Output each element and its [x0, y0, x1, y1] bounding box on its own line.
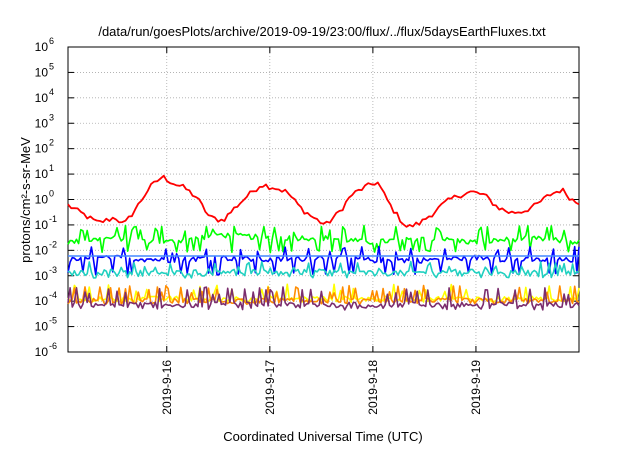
- series-line-8: [67, 286, 580, 311]
- x-tick-label: 2019-9-18: [366, 360, 380, 415]
- y-tick-exponent: -5: [49, 316, 57, 326]
- y-tick-label: 10: [35, 142, 49, 156]
- y-tick-exponent: -3: [49, 265, 57, 275]
- y-tick-exponent: 5: [49, 61, 54, 71]
- y-tick-label: 10: [35, 345, 49, 359]
- y-tick-exponent: 0: [49, 189, 54, 199]
- y-tick-exponent: -6: [49, 341, 57, 351]
- y-tick-exponent: 6: [49, 36, 54, 46]
- y-axis-label: protons/cm²-s-sr-MeV: [18, 137, 33, 263]
- series-line-3: [67, 245, 580, 276]
- grid-lines: [68, 47, 579, 352]
- series-line-6: [67, 283, 580, 303]
- y-tick-label: 10: [35, 91, 49, 105]
- y-tick-label: 10: [35, 320, 49, 334]
- y-tick-exponent: 4: [49, 87, 54, 97]
- y-tick-label: 10: [35, 116, 49, 130]
- chart-title: /data/run/goesPlots/archive/2019-09-19/2…: [98, 24, 546, 39]
- x-tick-label: 2019-9-17: [263, 360, 277, 415]
- y-tick-exponent: -2: [49, 239, 57, 249]
- y-tick-label: 10: [35, 243, 49, 257]
- y-tick-label: 10: [35, 269, 49, 283]
- y-tick-label: 10: [35, 65, 49, 79]
- x-tick-label: 2019-9-19: [469, 360, 483, 415]
- y-tick-label: 10: [35, 40, 49, 54]
- x-axis-label: Coordinated Universal Time (UTC): [223, 429, 422, 444]
- y-tick-label: 10: [35, 218, 49, 232]
- y-tick-label: 10: [35, 294, 49, 308]
- y-tick-label: 10: [35, 167, 49, 181]
- y-tick-exponent: -4: [49, 290, 57, 300]
- series-group: [67, 174, 580, 311]
- x-tick-label: 2019-9-16: [160, 360, 174, 415]
- series-line-2: [67, 224, 580, 254]
- y-axis-ticks: 10 -610 -510 -410 -310 -210 -110 010 110 210 310 41…: [35, 36, 579, 359]
- y-tick-exponent: 3: [49, 112, 54, 122]
- series-line-7: [67, 284, 580, 306]
- y-tick-exponent: -1: [49, 214, 57, 224]
- y-tick-exponent: 1: [49, 163, 54, 173]
- y-tick-label: 10: [35, 193, 49, 207]
- series-line-5: [67, 260, 580, 279]
- x-axis-ticks: 2019-9-16 2019-9-17 2019-9-18 2019-9-19: [160, 47, 483, 415]
- y-tick-exponent: 2: [49, 138, 54, 148]
- series-line-1: [67, 174, 580, 228]
